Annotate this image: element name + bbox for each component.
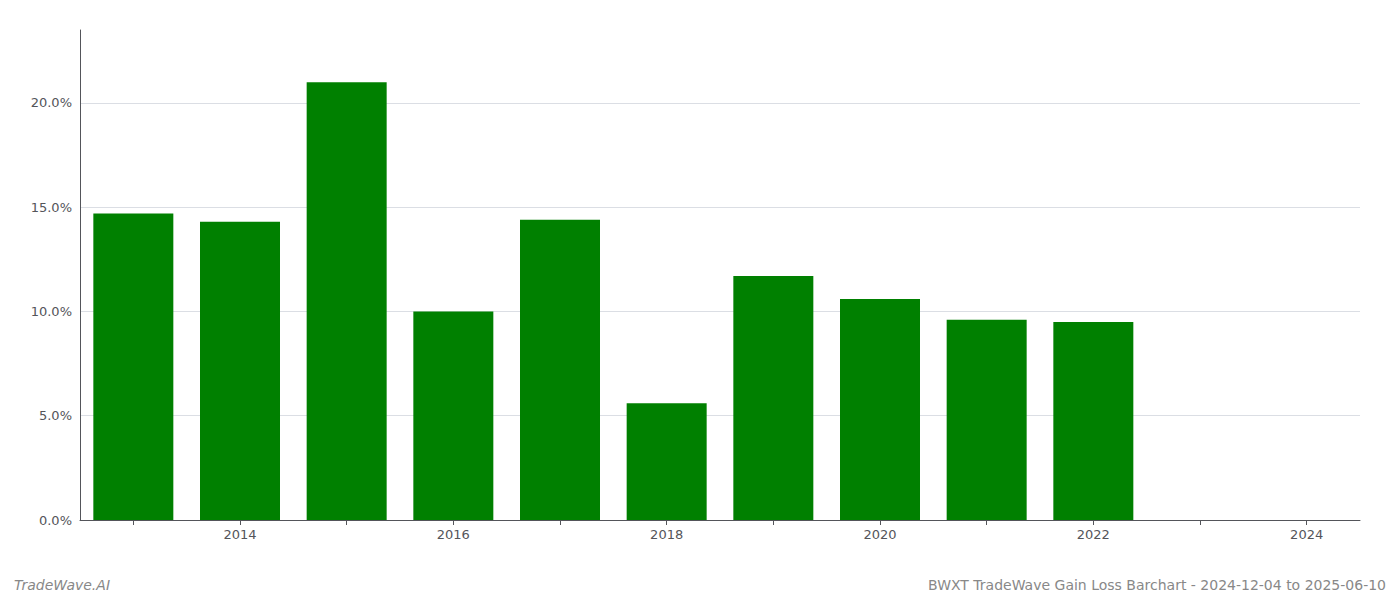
svg-text:TradeWave.AI: TradeWave.AI xyxy=(14,577,110,593)
svg-text:BWXT TradeWave Gain Loss Barch: BWXT TradeWave Gain Loss Barchart - 2024… xyxy=(928,577,1386,593)
svg-text:2016: 2016 xyxy=(437,527,470,542)
svg-text:2024: 2024 xyxy=(1290,527,1323,542)
svg-text:15.0%: 15.0% xyxy=(31,200,72,215)
svg-text:2014: 2014 xyxy=(223,527,256,542)
svg-text:2022: 2022 xyxy=(1077,527,1110,542)
svg-text:10.0%: 10.0% xyxy=(31,304,72,319)
svg-text:20.0%: 20.0% xyxy=(31,95,72,110)
svg-text:0.0%: 0.0% xyxy=(39,513,72,528)
svg-text:2020: 2020 xyxy=(863,527,896,542)
svg-text:5.0%: 5.0% xyxy=(39,408,72,423)
svg-text:2018: 2018 xyxy=(650,527,683,542)
